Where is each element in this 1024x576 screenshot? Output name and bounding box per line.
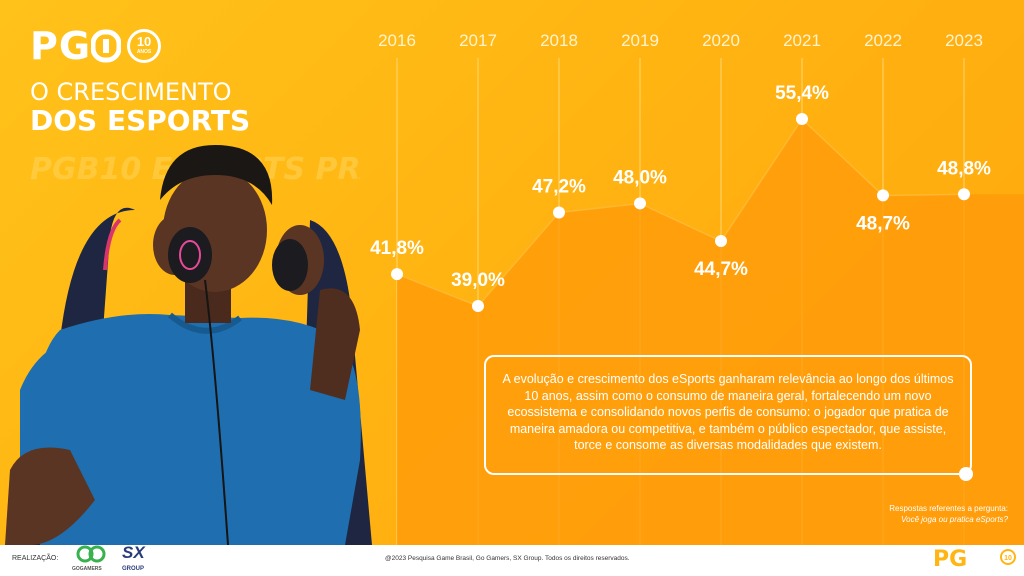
data-point-2018 <box>553 206 565 219</box>
year-label-2023: 2023 <box>945 31 983 50</box>
note-question: Você joga ou pratica eSports? <box>901 515 1008 524</box>
value-label-2022: 48,7% <box>856 213 910 234</box>
value-label-2020: 44,7% <box>694 259 748 280</box>
year-label-2018: 2018 <box>540 31 578 50</box>
data-point-2017 <box>472 300 484 312</box>
data-point-2022 <box>877 189 889 202</box>
year-label-2021: 2021 <box>783 31 821 50</box>
info-box: A evolução e crescimento dos eSports gan… <box>484 355 972 475</box>
data-point-2019 <box>634 197 646 210</box>
realizacao-label: REALIZAÇÃO: <box>12 555 59 562</box>
footer: REALIZAÇÃO: GOGAMERS SX GROUP @2023 Pesq… <box>0 543 1024 576</box>
series-line <box>396 117 965 307</box>
growth-area-chart: 2016 2017 2018 2019 2020 2021 2022 2023 41,8% 39,… <box>370 31 1024 545</box>
value-label-2016: 41,8% <box>370 238 424 259</box>
title-line-1: O CRESCIMENTO <box>30 78 232 106</box>
note-line-1: Respostas referentes a pergunta: <box>889 504 1008 513</box>
survey-note: Respostas referentes a pergunta: Você jo… <box>889 503 1008 525</box>
year-label-2019: 2019 <box>621 31 659 50</box>
value-label-2021: 55,4% <box>775 83 829 104</box>
footer-pg-logo: PG <box>933 547 968 572</box>
copyright: @2023 Pesquisa Game Brasil, Go Gamers, S… <box>385 555 630 562</box>
badge-number: 10 <box>136 34 152 49</box>
gamer-photo <box>5 145 372 545</box>
gogamers-text: GOGAMERS <box>72 566 102 572</box>
data-point-2023 <box>958 188 970 201</box>
year-label-2017: 2017 <box>459 31 497 50</box>
sx-logo: SX <box>122 543 145 562</box>
badge-sub: ANOS <box>136 49 152 55</box>
value-label-2017: 39,0% <box>451 270 505 291</box>
ten-years-badge: 10 ANOS <box>127 29 162 63</box>
value-label-2018: 47,2% <box>532 177 586 198</box>
value-label-2019: 48,0% <box>613 167 667 188</box>
footer-pg-badge: 10 <box>1000 549 1016 565</box>
data-point-2016 <box>391 268 403 281</box>
year-label-2022: 2022 <box>864 31 902 50</box>
data-point-2020 <box>715 235 727 248</box>
gogamers-logo-icon <box>76 545 106 563</box>
area-fill <box>397 119 1024 545</box>
logo-text: PG <box>30 24 92 68</box>
pgb-logo: PG 10 ANOS <box>30 24 162 68</box>
title-line-2: DOS ESPORTS <box>30 104 251 137</box>
value-label-2023: 48,8% <box>937 158 991 179</box>
year-label-2016: 2016 <box>378 31 416 50</box>
gamepad-icon <box>91 29 122 63</box>
data-point-2021 <box>796 113 808 126</box>
year-label-2020: 2020 <box>702 31 740 50</box>
info-box-dot <box>959 467 973 481</box>
sx-group-text: GROUP <box>122 566 145 572</box>
